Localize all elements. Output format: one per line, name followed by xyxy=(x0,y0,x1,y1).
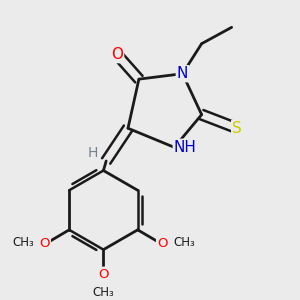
Text: CH₃: CH₃ xyxy=(12,236,34,249)
Text: CH₃: CH₃ xyxy=(173,236,195,249)
Text: O: O xyxy=(157,237,167,250)
Text: S: S xyxy=(232,121,242,136)
Text: O: O xyxy=(111,47,123,62)
Text: N: N xyxy=(177,66,188,81)
Text: O: O xyxy=(39,237,50,250)
Text: NH: NH xyxy=(174,140,197,155)
Text: H: H xyxy=(87,146,98,160)
Text: O: O xyxy=(98,268,109,281)
Text: CH₃: CH₃ xyxy=(93,286,114,299)
